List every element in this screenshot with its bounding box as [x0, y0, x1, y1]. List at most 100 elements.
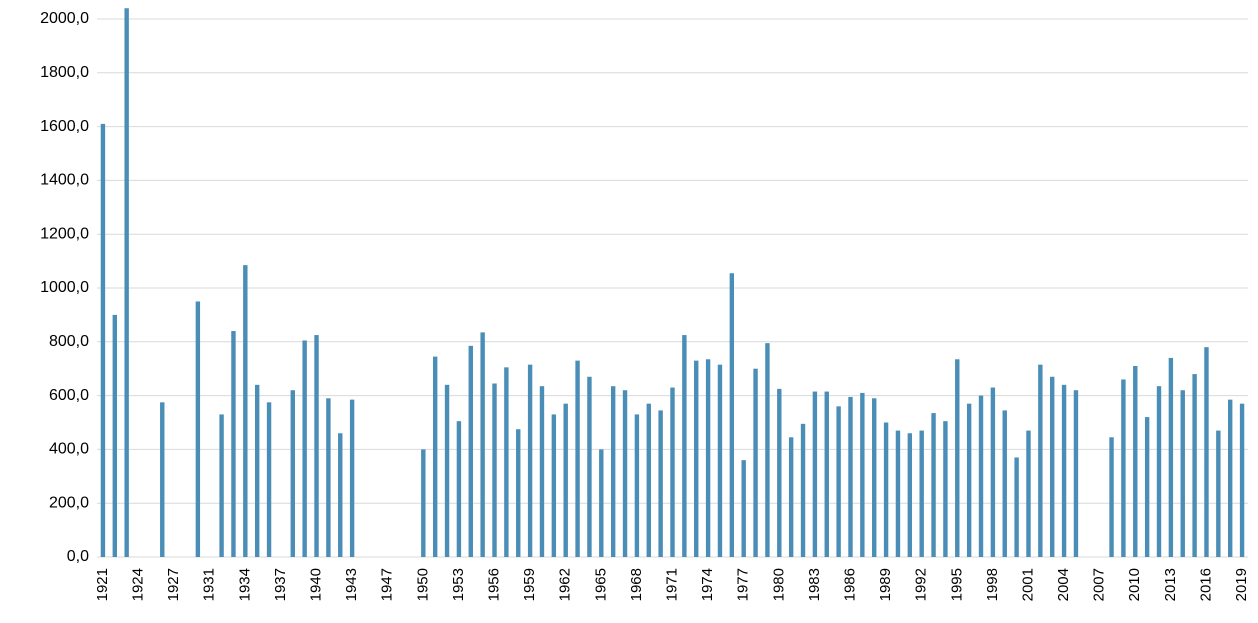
bar: [266, 402, 272, 557]
x-tick-label: 1986: [841, 568, 858, 601]
bar: [527, 364, 533, 557]
bar: [883, 422, 889, 557]
bar: [492, 383, 497, 557]
bar: [575, 360, 580, 557]
bar: [516, 429, 521, 557]
bar: [1144, 417, 1150, 557]
y-tick-label: 400,0: [49, 441, 89, 458]
y-tick-label: 1000,0: [40, 279, 89, 296]
bar: [231, 331, 236, 557]
y-tick-label: 600,0: [49, 387, 89, 404]
bar: [1204, 347, 1209, 557]
bar: [112, 314, 117, 557]
x-tick-label: 1931: [201, 568, 218, 601]
y-tick-label: 1200,0: [40, 225, 89, 242]
x-tick-label: 1971: [663, 568, 680, 601]
bar: [646, 403, 651, 557]
bar: [456, 421, 462, 557]
x-tick-label: 2019: [1233, 568, 1250, 601]
bar: [705, 359, 711, 557]
bar: [1156, 386, 1162, 557]
y-tick-label: 2000,0: [40, 10, 89, 27]
bar: [160, 402, 165, 557]
bar: [895, 430, 901, 557]
bar: [1050, 376, 1055, 557]
bar: [1038, 364, 1043, 557]
x-tick-label: 1934: [236, 568, 253, 601]
bar: [539, 386, 545, 557]
bar: [670, 387, 675, 557]
bar: [444, 384, 450, 557]
bar: [860, 392, 865, 557]
x-tick-label: 1950: [414, 568, 431, 601]
bar: [468, 345, 473, 557]
bar: [421, 449, 426, 557]
bar: [338, 433, 343, 557]
bar: [1061, 384, 1067, 557]
bar: [587, 376, 592, 557]
bar: [1073, 390, 1079, 557]
bar: [966, 403, 972, 557]
bar: [1180, 390, 1185, 557]
bar: [622, 390, 628, 557]
bar: [195, 301, 201, 557]
x-tick-label: 1959: [521, 568, 538, 601]
bar: [848, 396, 853, 557]
bar: [1121, 379, 1126, 557]
bar: [800, 423, 806, 557]
bar: [100, 123, 106, 557]
x-tick-label: 1968: [628, 568, 645, 601]
bar: [717, 364, 723, 557]
bar: [1026, 430, 1031, 557]
x-tick-label: 1974: [699, 568, 716, 601]
x-tick-label: 1947: [379, 568, 396, 601]
x-tick-label: 1927: [165, 568, 182, 601]
bar: [314, 335, 319, 557]
bar: [1014, 457, 1019, 557]
x-tick-label: 1956: [485, 568, 502, 601]
bar: [124, 8, 129, 558]
x-tick-label: 2010: [1126, 568, 1143, 601]
y-tick-label: 800,0: [49, 333, 89, 350]
bar: [777, 388, 782, 557]
x-tick-label: 1937: [272, 568, 289, 601]
x-tick-label: 1940: [307, 568, 324, 601]
x-tick-label: 1980: [770, 568, 787, 601]
bar: [504, 367, 509, 557]
bar: [254, 384, 260, 557]
bar: [326, 398, 331, 557]
x-tick-label: 1983: [806, 568, 823, 601]
bar: [219, 414, 224, 557]
bar: [990, 387, 996, 557]
x-tick-label: 1992: [913, 568, 930, 601]
bar: [302, 340, 307, 557]
bar: [1228, 399, 1233, 557]
bar: [836, 406, 841, 557]
bar: [1216, 430, 1221, 557]
x-tick-label: 1921: [94, 568, 111, 601]
bar: [682, 335, 687, 557]
bar: [729, 273, 735, 557]
x-tick-label: 1995: [948, 568, 965, 601]
bar: [765, 343, 770, 557]
x-tick-label: 1943: [343, 568, 360, 601]
bar: [955, 359, 960, 557]
y-tick-label: 1800,0: [40, 64, 89, 81]
x-tick-label: 2016: [1197, 568, 1214, 601]
bar: [349, 399, 355, 557]
bar: [824, 391, 829, 557]
bar: [243, 265, 248, 557]
x-tick-label: 1924: [129, 568, 146, 601]
bar: [599, 449, 604, 557]
bar: [812, 391, 818, 557]
bar: [610, 386, 616, 557]
bar: [943, 421, 948, 557]
x-tick-label: 2001: [1019, 568, 1036, 601]
bar: [907, 433, 913, 557]
bar: [753, 368, 758, 557]
bar: [563, 403, 568, 557]
bar: [1239, 403, 1245, 557]
bar: [290, 390, 295, 557]
bar: [658, 410, 663, 557]
